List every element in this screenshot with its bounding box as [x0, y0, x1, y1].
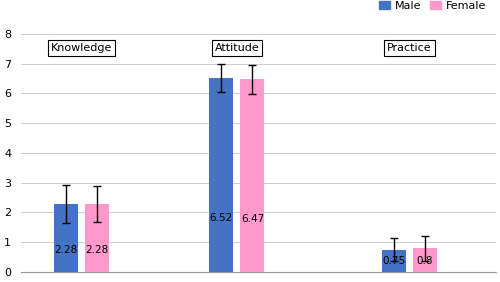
Text: 0.8: 0.8	[417, 256, 434, 266]
Text: 0.75: 0.75	[382, 256, 406, 266]
Text: 2.28: 2.28	[54, 245, 78, 255]
Bar	[54, 204, 78, 272]
Text: Attitude: Attitude	[214, 43, 259, 53]
Text: Practice: Practice	[387, 43, 432, 53]
Bar	[240, 79, 264, 272]
Bar	[413, 248, 437, 272]
Text: 6.52: 6.52	[210, 213, 233, 223]
Text: 2.28: 2.28	[86, 245, 108, 255]
Text: 6.47: 6.47	[241, 214, 264, 224]
Text: Knowledge: Knowledge	[51, 43, 112, 53]
Bar	[85, 204, 109, 272]
Bar	[209, 78, 234, 272]
Legend: Male, Female: Male, Female	[374, 0, 490, 16]
Bar	[382, 250, 406, 272]
